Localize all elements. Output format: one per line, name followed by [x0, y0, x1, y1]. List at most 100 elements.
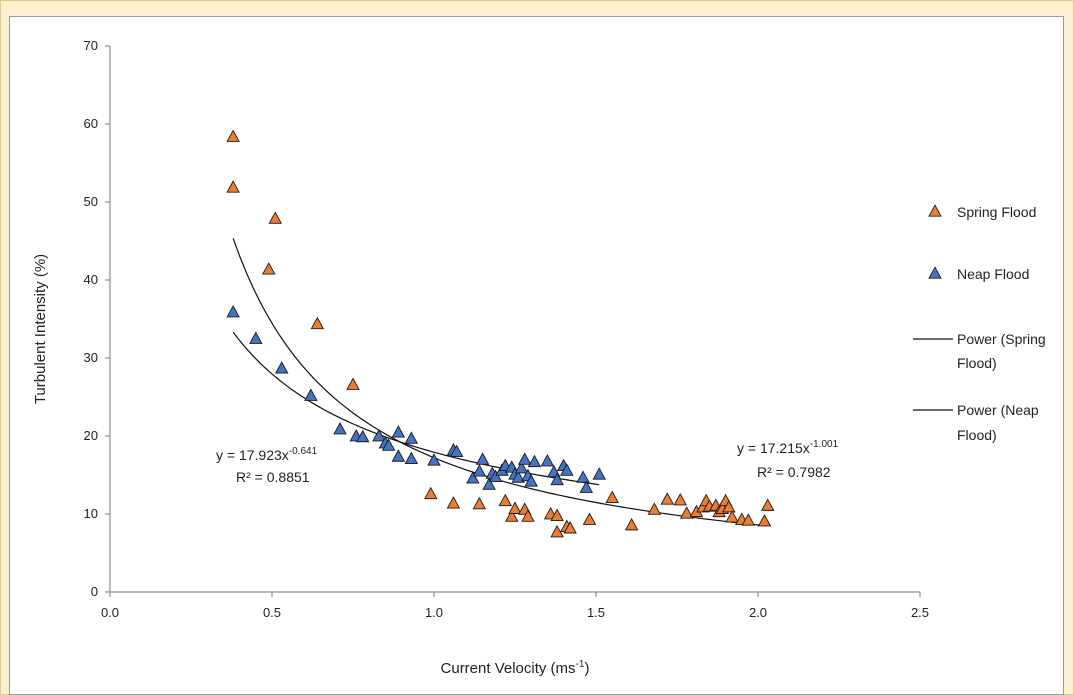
point-spring-flood	[446, 496, 461, 509]
y-tick-label: 30	[84, 350, 98, 365]
data-points	[226, 129, 775, 538]
x-tick-label: 2.0	[749, 605, 767, 620]
point-spring-flood	[660, 492, 675, 505]
x-axis-title-end: )	[584, 660, 589, 677]
point-neap-flood	[391, 449, 406, 462]
y-tick-label: 40	[84, 272, 98, 287]
y-tick-label: 10	[84, 506, 98, 521]
equation-base: y = 17.923x	[216, 447, 289, 463]
x-axis-title-sup: -1	[576, 659, 585, 670]
point-neap-flood	[226, 305, 240, 318]
x-axis-title: Current Velocity (ms-1)	[441, 659, 590, 677]
point-spring-flood	[647, 502, 662, 515]
trendline-spring-flood	[232, 238, 768, 527]
point-neap-flood	[381, 438, 396, 451]
point-spring-flood	[741, 513, 756, 526]
point-spring-flood	[725, 510, 739, 523]
point-neap-flood	[524, 474, 538, 487]
point-neap-flood	[333, 422, 347, 435]
point-spring-flood	[498, 493, 513, 507]
point-spring-flood	[679, 506, 694, 519]
legend-label: Flood)	[957, 355, 997, 371]
equation-exponent: -1.001	[810, 439, 839, 450]
y-tick-label: 20	[84, 428, 98, 443]
x-axis-title-main: Current Velocity (ms	[441, 660, 576, 677]
legend-label: Spring Flood	[957, 204, 1036, 220]
trendline-equation: y = 17.215x-1.001	[737, 439, 839, 456]
point-neap-flood	[579, 480, 594, 493]
point-spring-flood	[472, 496, 487, 510]
x-tick-label: 2.5	[911, 605, 929, 620]
point-neap-flood	[304, 388, 318, 401]
r-squared-label: R² = 0.8851	[236, 469, 310, 485]
point-spring-flood	[673, 492, 687, 506]
legend-marker-spring-flood	[928, 204, 942, 217]
point-spring-flood	[310, 316, 325, 330]
y-tick-label: 70	[84, 38, 98, 53]
point-spring-flood	[508, 501, 522, 514]
point-neap-flood	[274, 361, 289, 374]
point-spring-flood	[605, 490, 619, 504]
point-neap-flood	[249, 331, 263, 344]
point-spring-flood	[226, 129, 240, 142]
point-neap-flood	[404, 431, 419, 444]
point-neap-flood	[550, 472, 564, 486]
y-tick-label: 50	[84, 194, 98, 209]
point-spring-flood	[550, 508, 564, 521]
point-spring-flood	[346, 377, 360, 390]
trendlines	[232, 238, 768, 527]
legend-label: Power (Neap	[957, 402, 1039, 418]
point-neap-flood	[475, 452, 490, 465]
point-neap-flood	[482, 477, 496, 490]
point-neap-flood	[540, 453, 555, 467]
point-spring-flood	[550, 524, 564, 538]
point-neap-flood	[517, 452, 532, 465]
point-neap-flood	[511, 470, 525, 483]
x-tick-label: 0.0	[101, 605, 119, 620]
point-spring-flood	[226, 180, 240, 193]
y-axis-title: Turbulent Intensity (%)	[32, 254, 49, 404]
point-spring-flood	[262, 262, 276, 275]
point-spring-flood	[563, 521, 577, 534]
equation-base: y = 17.215x	[737, 440, 810, 456]
point-neap-flood	[527, 454, 542, 468]
legend-marker-neap-flood	[928, 266, 942, 279]
point-neap-flood	[466, 471, 480, 484]
point-neap-flood	[355, 429, 370, 443]
point-spring-flood	[424, 486, 438, 500]
point-neap-flood	[576, 470, 590, 483]
point-spring-flood	[760, 498, 775, 511]
legend-label: Flood)	[957, 427, 997, 443]
point-neap-flood	[372, 429, 386, 442]
y-tick-label: 0	[91, 584, 98, 599]
point-neap-flood	[427, 453, 441, 466]
trendline-equation: y = 17.923x-0.641	[216, 446, 318, 463]
y-tick-label: 60	[84, 116, 98, 131]
legend-label: Power (Spring	[957, 331, 1046, 347]
point-neap-flood	[472, 464, 487, 477]
axes: 0 10 20 30 40 50 60 70 0.0 0.5 1.0 1.5 2.0 2.5 Current…	[32, 38, 929, 677]
point-spring-flood	[757, 514, 772, 527]
point-neap-flood	[592, 467, 606, 480]
chart-area	[9, 16, 1064, 695]
point-spring-flood	[505, 509, 519, 522]
point-spring-flood	[722, 500, 736, 513]
point-neap-flood	[391, 425, 406, 438]
point-neap-flood	[404, 451, 419, 465]
x-tick-label: 1.5	[587, 605, 605, 620]
point-spring-flood	[582, 512, 597, 525]
point-spring-flood	[268, 211, 282, 224]
legend-label: Neap Flood	[957, 266, 1029, 282]
r-squared-label: R² = 0.7982	[757, 464, 831, 480]
trendline-neap-flood	[232, 331, 600, 486]
x-tick-label: 0.5	[263, 605, 281, 620]
point-neap-flood	[514, 461, 529, 474]
x-tick-label: 1.0	[425, 605, 443, 620]
point-spring-flood	[624, 517, 639, 531]
equation-exponent: -0.641	[289, 446, 318, 457]
point-neap-flood	[449, 444, 464, 458]
legend: Spring Flood Neap Flood Power (Spring Flood…	[913, 204, 1046, 443]
point-neap-flood	[488, 469, 503, 482]
